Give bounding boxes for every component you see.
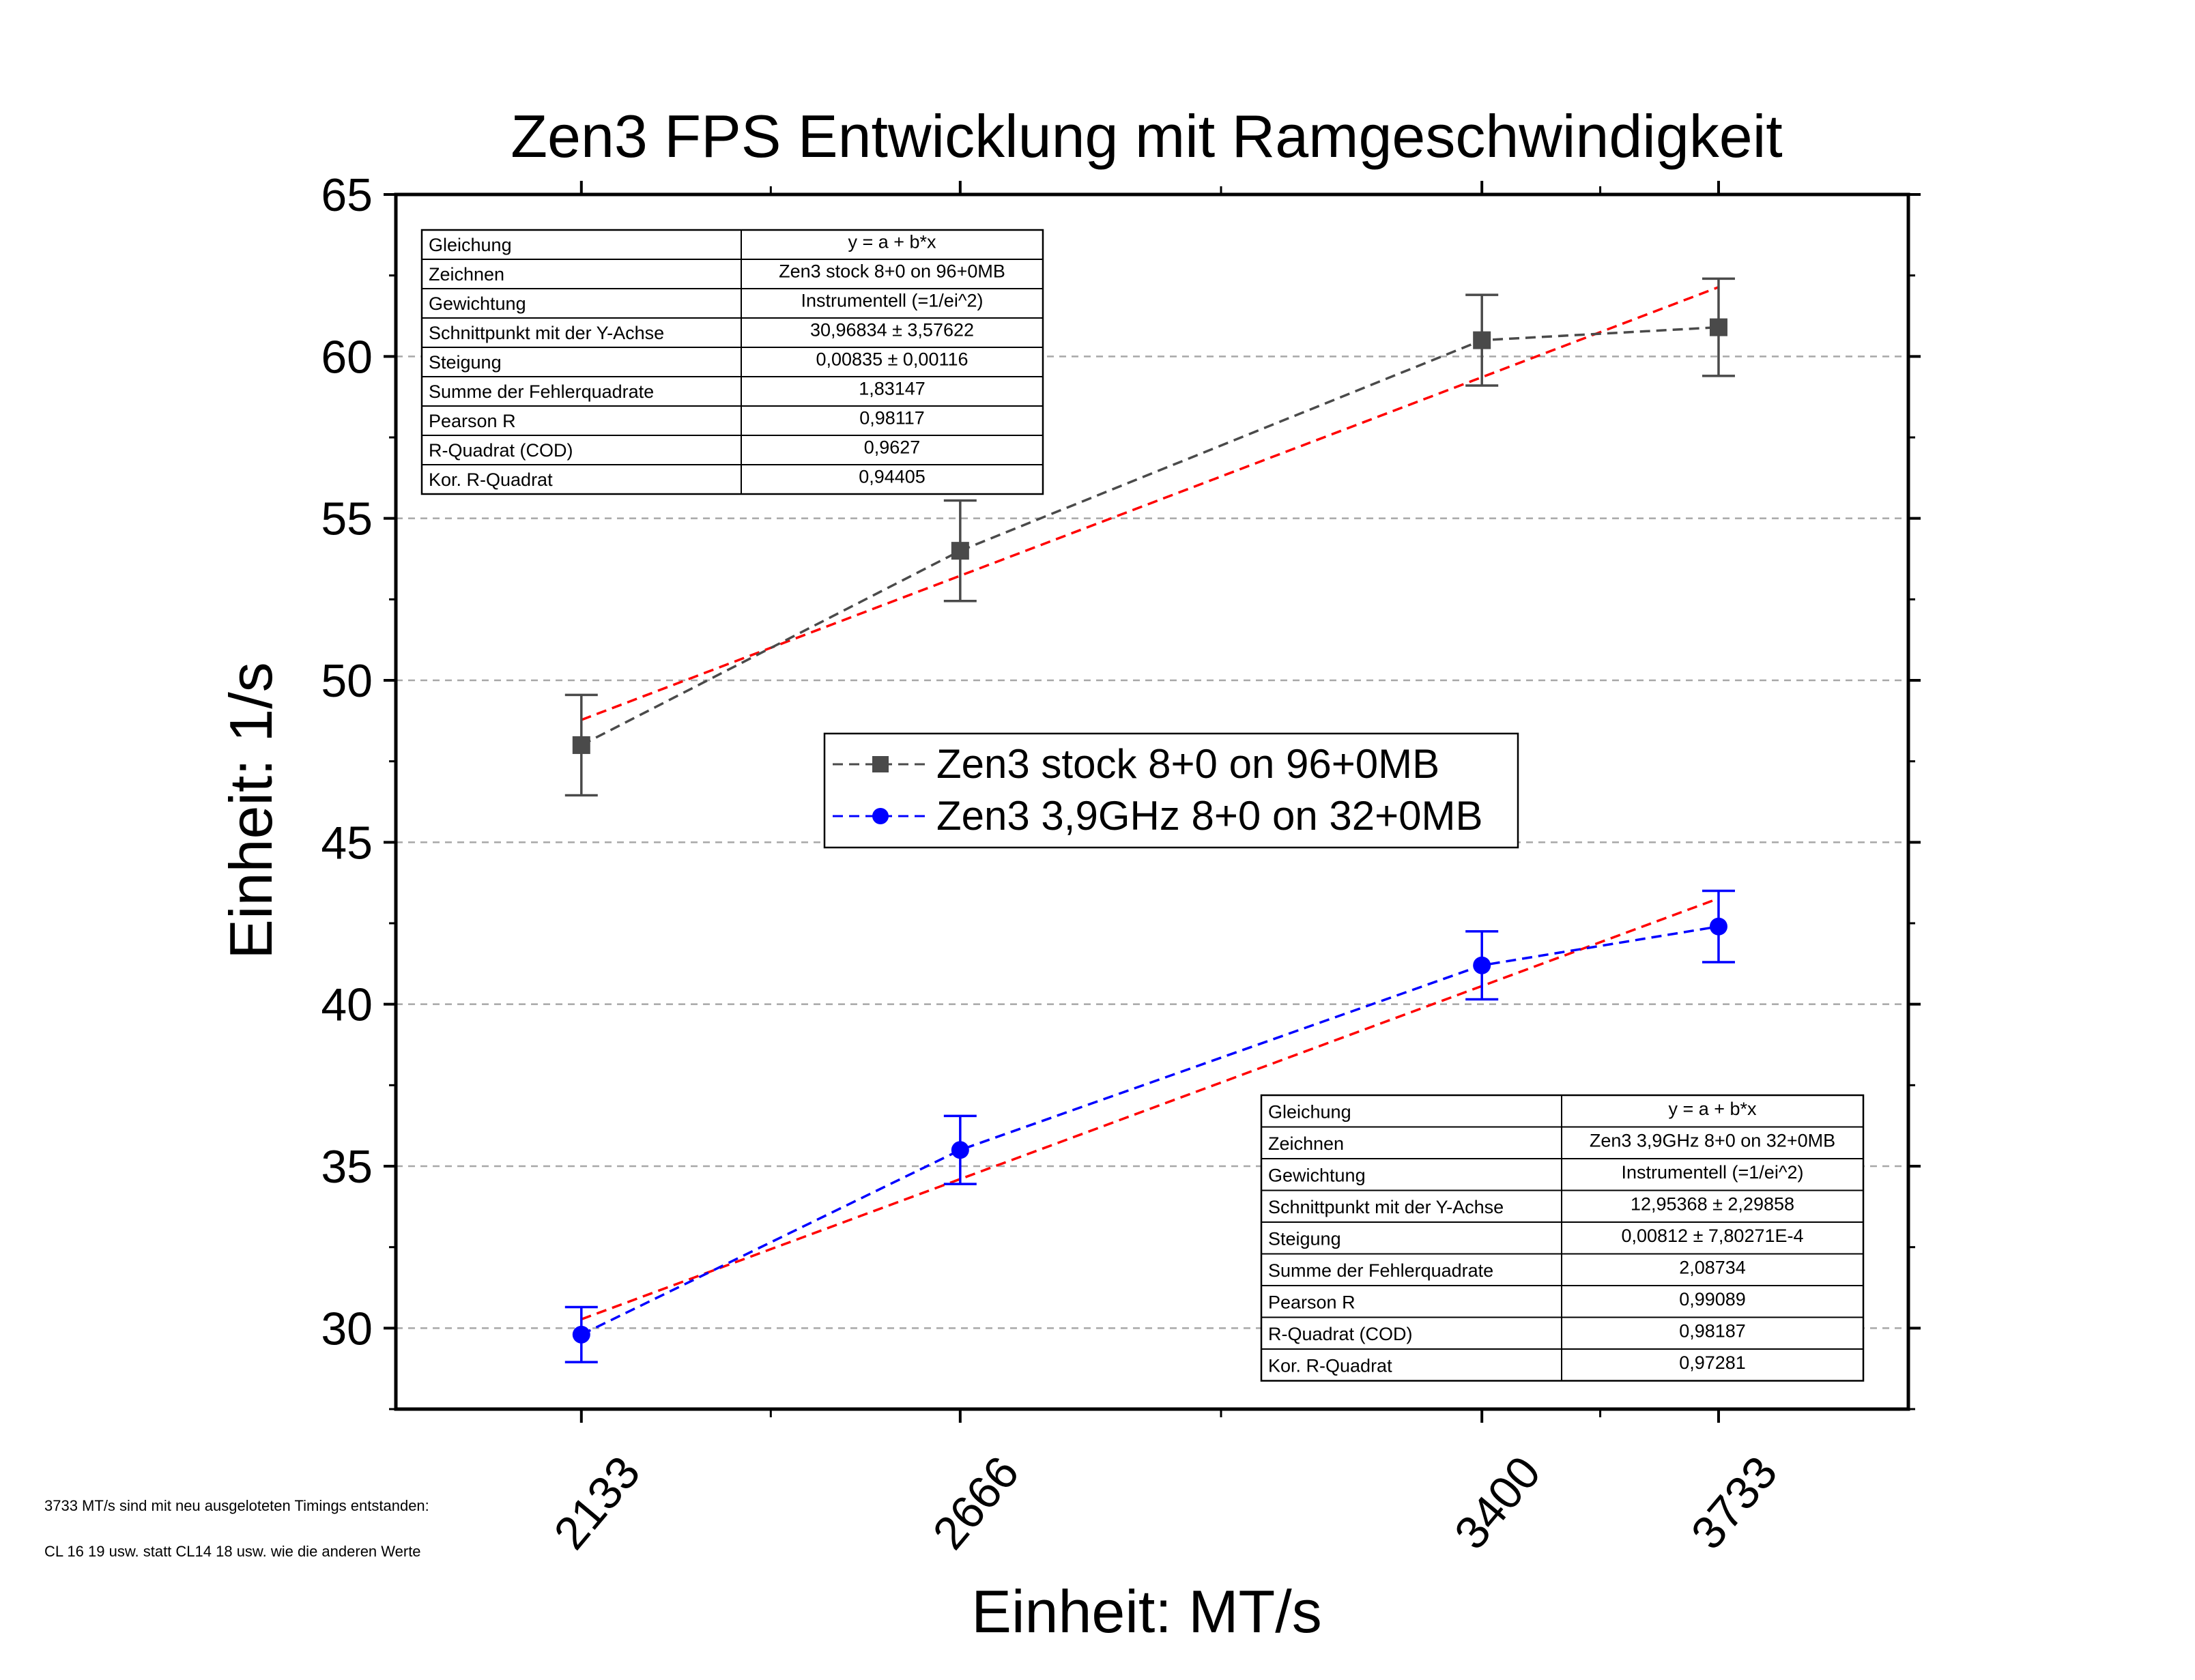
note-line-1: 3733 MT/s sind mit neu ausgeloteten Timi… (44, 1497, 429, 1514)
stats-value: 30,96834 ± 3,57622 (810, 320, 974, 341)
stats-key: Schnittpunkt mit der Y-Achse (1268, 1197, 1504, 1217)
legend-label-stock: Zen3 stock 8+0 on 96+0MB (936, 741, 1439, 787)
y-tick-label: 35 (321, 1141, 373, 1193)
series-lines (580, 325, 1719, 1336)
stats-key: Summe der Fehlerquadrate (429, 381, 654, 402)
note-line-2: CL 16 19 usw. statt CL14 18 usw. wie die… (44, 1543, 421, 1560)
stats-key: Gewichtung (1268, 1165, 1366, 1185)
y-tick-label: 60 (321, 331, 373, 383)
series-line-oc (581, 925, 1719, 1336)
stats-key: Zeichnen (1268, 1133, 1344, 1154)
axis-ticks (384, 181, 1921, 1423)
stats-key: Zeichnen (429, 264, 504, 285)
data-point-stock (1709, 318, 1727, 336)
stats-value: Zen3 3,9GHz 8+0 on 32+0MB (1590, 1130, 1835, 1150)
fit-line-oc (581, 897, 1719, 1320)
data-markers (572, 318, 1727, 1344)
legend-marker-square-icon (872, 756, 889, 772)
fit-stats-table-oc: Gleichung y = a + b*x Zeichnen Zen3 3,9GHz … (1260, 1094, 1865, 1382)
y-tick-label: 40 (321, 979, 373, 1031)
stats-value: Instrumentell (=1/ei^2) (1621, 1162, 1803, 1183)
legend: Zen3 stock 8+0 on 96+0MB Zen3 3,9GHz 8+0… (823, 732, 1519, 849)
data-point-oc (572, 1325, 590, 1344)
y-tick-label: 30 (321, 1303, 373, 1355)
stats-key: Steigung (1268, 1228, 1341, 1249)
data-point-stock (1473, 331, 1491, 349)
legend-box (823, 732, 1519, 849)
stats-key: Steigung (429, 352, 502, 373)
stats-value: 0,98117 (859, 408, 925, 429)
stats-key: Schnittpunkt mit der Y-Achse (429, 323, 664, 343)
x-tick-label: 3733 (1681, 1447, 1787, 1559)
chart-title: Zen3 FPS Entwicklung mit Ramgeschwindigk… (511, 102, 1782, 170)
x-tick-label: 2133 (544, 1447, 650, 1559)
stats-value: y = a + b*x (848, 232, 936, 252)
stats-key: Gleichung (429, 235, 512, 255)
stats-key: Pearson R (1268, 1292, 1355, 1312)
legend-marker-circle-icon (872, 808, 889, 824)
legend-label-oc: Zen3 3,9GHz 8+0 on 32+0MB (936, 793, 1483, 839)
x-tick-label: 2666 (923, 1447, 1029, 1559)
stats-key: Kor. R-Quadrat (429, 469, 553, 490)
y-tick-label: 45 (321, 817, 373, 869)
stats-key: Pearson R (429, 411, 516, 431)
stats-value: 0,00835 ± 0,00116 (816, 349, 968, 370)
x-tick-label: 3400 (1444, 1447, 1550, 1559)
stats-frame-stock (420, 229, 1044, 495)
data-point-oc (951, 1141, 969, 1159)
stats-key: Gewichtung (429, 293, 526, 314)
stats-key: Gleichung (1268, 1101, 1351, 1122)
plot-frame (394, 192, 1910, 1411)
stats-key: Kor. R-Quadrat (1268, 1355, 1392, 1376)
stats-value: 1,83147 (859, 379, 926, 399)
y-tick-label: 55 (321, 493, 373, 545)
stats-key: Summe der Fehlerquadrate (1268, 1260, 1493, 1281)
stats-value: 2,08734 (1679, 1257, 1746, 1277)
stats-value: y = a + b*x (1668, 1099, 1757, 1119)
stats-value: 12,95368 ± 2,29858 (1631, 1193, 1794, 1214)
y-tick-label: 65 (321, 169, 373, 221)
data-point-oc (1473, 956, 1491, 974)
y-tick-label: 50 (321, 655, 373, 707)
stats-value: Instrumentell (=1/ei^2) (801, 291, 983, 311)
stats-key: R-Quadrat (COD) (429, 440, 573, 461)
stats-value: 0,98187 (1679, 1320, 1746, 1341)
y-axis-label: Einheit: 1/s (217, 662, 285, 959)
data-point-stock (572, 736, 590, 754)
stats-value: 0,94405 (859, 467, 926, 487)
stats-key: R-Quadrat (COD) (1268, 1324, 1413, 1344)
stats-value: Zen3 stock 8+0 on 96+0MB (779, 261, 1005, 282)
series-line-stock (580, 325, 1719, 747)
data-point-stock (951, 542, 969, 560)
stats-value: 0,99089 (1679, 1289, 1746, 1309)
stats-value: 0,97281 (1679, 1352, 1746, 1373)
stats-value: 0,9627 (864, 437, 921, 458)
fit-stats-table-stock: Gleichung y = a + b*x Zeichnen Zen3 stock 8… (420, 229, 1044, 495)
x-axis-label: Einheit: MT/s (971, 1578, 1321, 1645)
data-point-oc (1709, 917, 1727, 936)
stats-value: 0,00812 ± 7,80271E-4 (1621, 1226, 1803, 1246)
